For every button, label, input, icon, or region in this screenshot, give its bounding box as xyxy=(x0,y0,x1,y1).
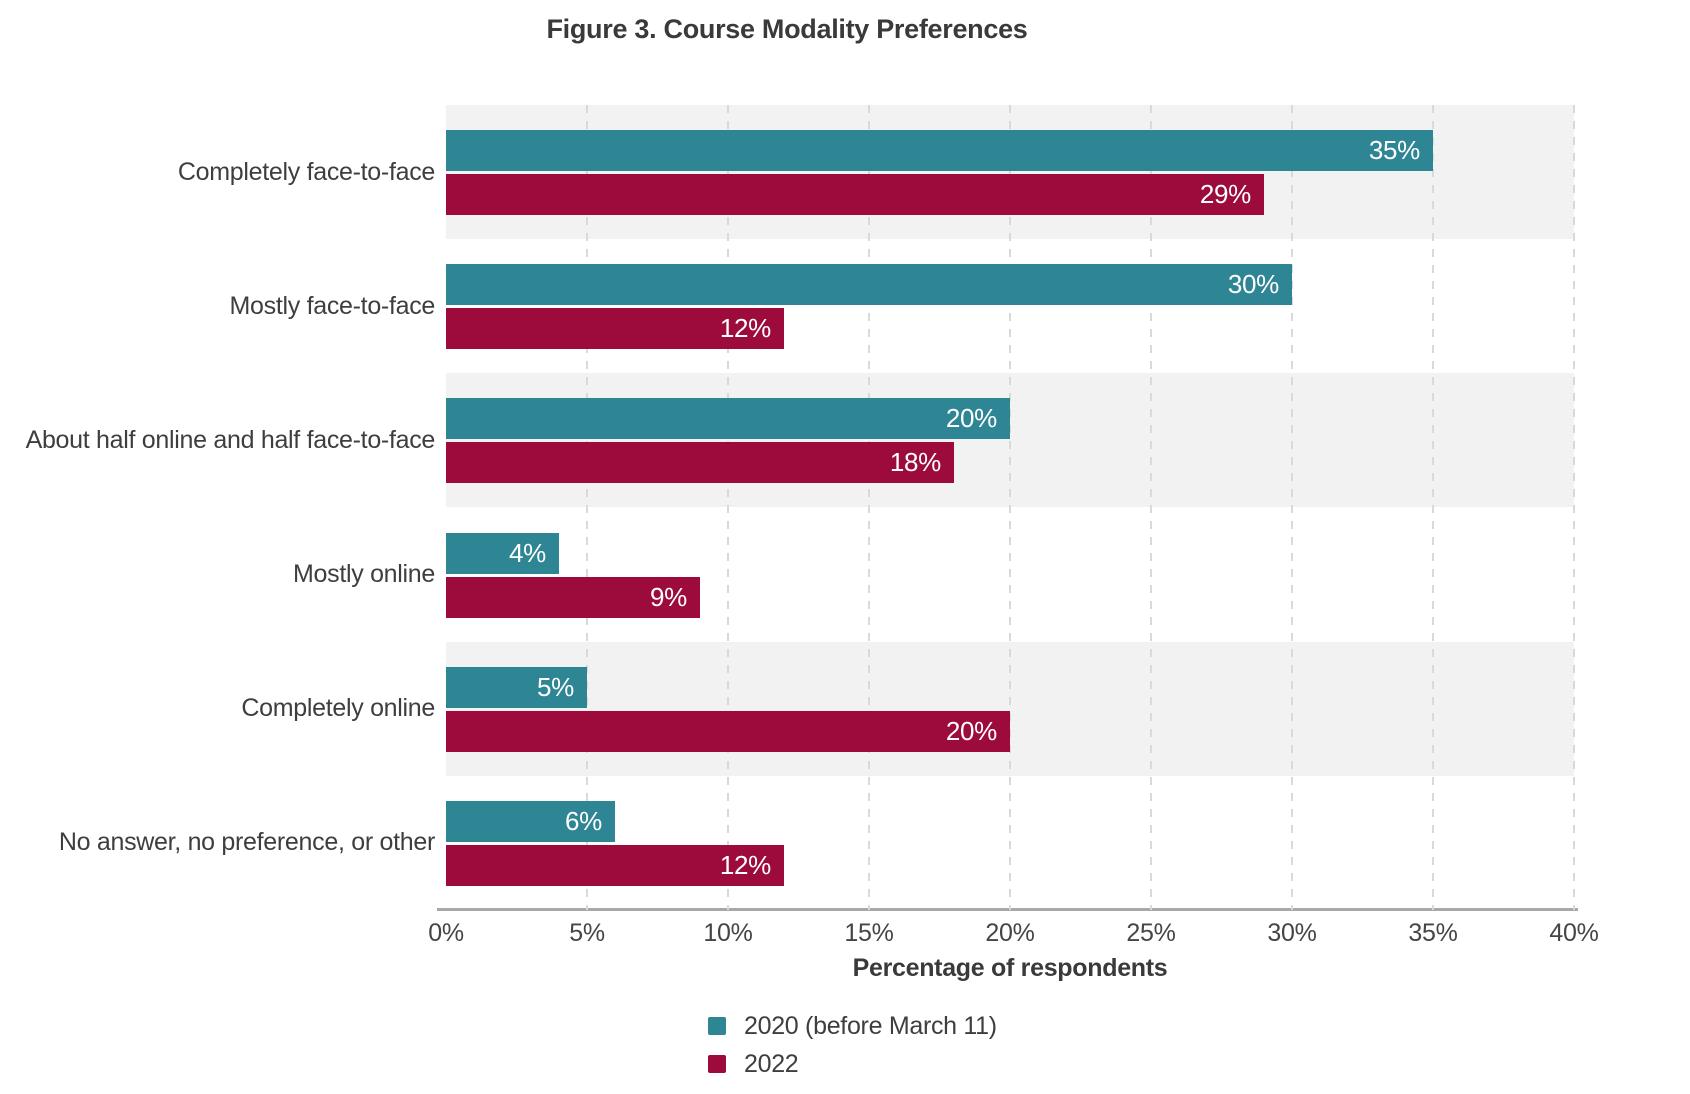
category-label: Mostly face-to-face xyxy=(229,291,436,320)
bar-series-2022: 12% xyxy=(446,844,784,886)
value-label: 20% xyxy=(945,403,997,434)
category-row: No answer, no preference, or other 6% 12% xyxy=(0,776,1690,910)
category-row: Mostly face-to-face 30% 12% xyxy=(0,239,1690,373)
bar-series-2020: 20% xyxy=(446,398,1010,440)
x-tick-label: 25% xyxy=(1126,919,1176,947)
bar-series-2020: 5% xyxy=(446,666,587,708)
category-label: No answer, no preference, or other xyxy=(58,828,435,857)
bar-series-2020: 4% xyxy=(446,532,559,574)
bar-series-2022: 9% xyxy=(446,576,700,618)
row-band xyxy=(446,239,1574,373)
x-tick-label: 10% xyxy=(703,919,753,947)
plot-area: Completely face-to-face 35% 29% Mostly face… xyxy=(0,105,1690,910)
value-label: 6% xyxy=(565,805,602,836)
value-label: 35% xyxy=(1368,135,1420,165)
x-tick-label: 5% xyxy=(569,919,605,947)
row-band xyxy=(446,373,1574,508)
bar-series-2020: 35% xyxy=(446,130,1433,171)
x-axis-line xyxy=(437,908,1578,911)
category-row: Completely online 5% 20% xyxy=(0,641,1690,776)
value-label: 4% xyxy=(509,537,546,568)
x-tick-label: 30% xyxy=(1267,919,1317,947)
category-row: Completely face-to-face 35% 29% xyxy=(0,105,1690,239)
category-label: Mostly online xyxy=(293,560,435,589)
legend-item: 2022 xyxy=(708,1049,997,1078)
bar-series-2022: 29% xyxy=(446,174,1264,215)
x-tick-label: 15% xyxy=(844,919,894,947)
value-label: 12% xyxy=(719,313,771,344)
x-axis-title: Percentage of respondents xyxy=(852,954,1168,982)
category-label: About half online and half face-to-face xyxy=(25,425,436,454)
value-label: 30% xyxy=(1227,269,1279,300)
row-band xyxy=(446,641,1574,776)
category-row: About half online and half face-to-face 2… xyxy=(0,373,1690,508)
value-label: 29% xyxy=(1199,179,1251,209)
bar-series-2020: 30% xyxy=(446,264,1292,306)
row-band xyxy=(446,508,1574,642)
legend-swatch xyxy=(708,1055,726,1073)
row-band xyxy=(446,105,1574,239)
x-tick-label: 0% xyxy=(428,919,464,947)
value-label: 12% xyxy=(719,849,771,880)
legend-item: 2020 (before March 11) xyxy=(708,1011,997,1040)
chart-title: Figure 3. Course Modality Preferences xyxy=(546,14,1028,44)
value-label: 20% xyxy=(945,715,997,746)
legend: 2020 (before March 11) 2022 xyxy=(708,1011,997,1090)
category-label: Completely online xyxy=(241,694,435,723)
row-band xyxy=(446,776,1574,910)
value-label: 9% xyxy=(650,581,687,612)
x-tick-label: 20% xyxy=(985,919,1035,947)
legend-label: 2022 xyxy=(744,1049,799,1078)
legend-swatch xyxy=(708,1017,726,1035)
legend-label: 2020 (before March 11) xyxy=(744,1011,997,1040)
value-label: 5% xyxy=(537,671,574,702)
x-tick-label: 40% xyxy=(1549,919,1599,947)
bar-series-2022: 20% xyxy=(446,710,1010,752)
bar-series-2022: 18% xyxy=(446,442,954,484)
category-row: Mostly online 4% 9% xyxy=(0,508,1690,642)
bar-series-2022: 12% xyxy=(446,308,784,350)
value-label: 18% xyxy=(889,447,941,478)
bar-series-2020: 6% xyxy=(446,800,615,842)
x-tick-label: 35% xyxy=(1408,919,1458,947)
category-label: Completely face-to-face xyxy=(177,157,435,186)
